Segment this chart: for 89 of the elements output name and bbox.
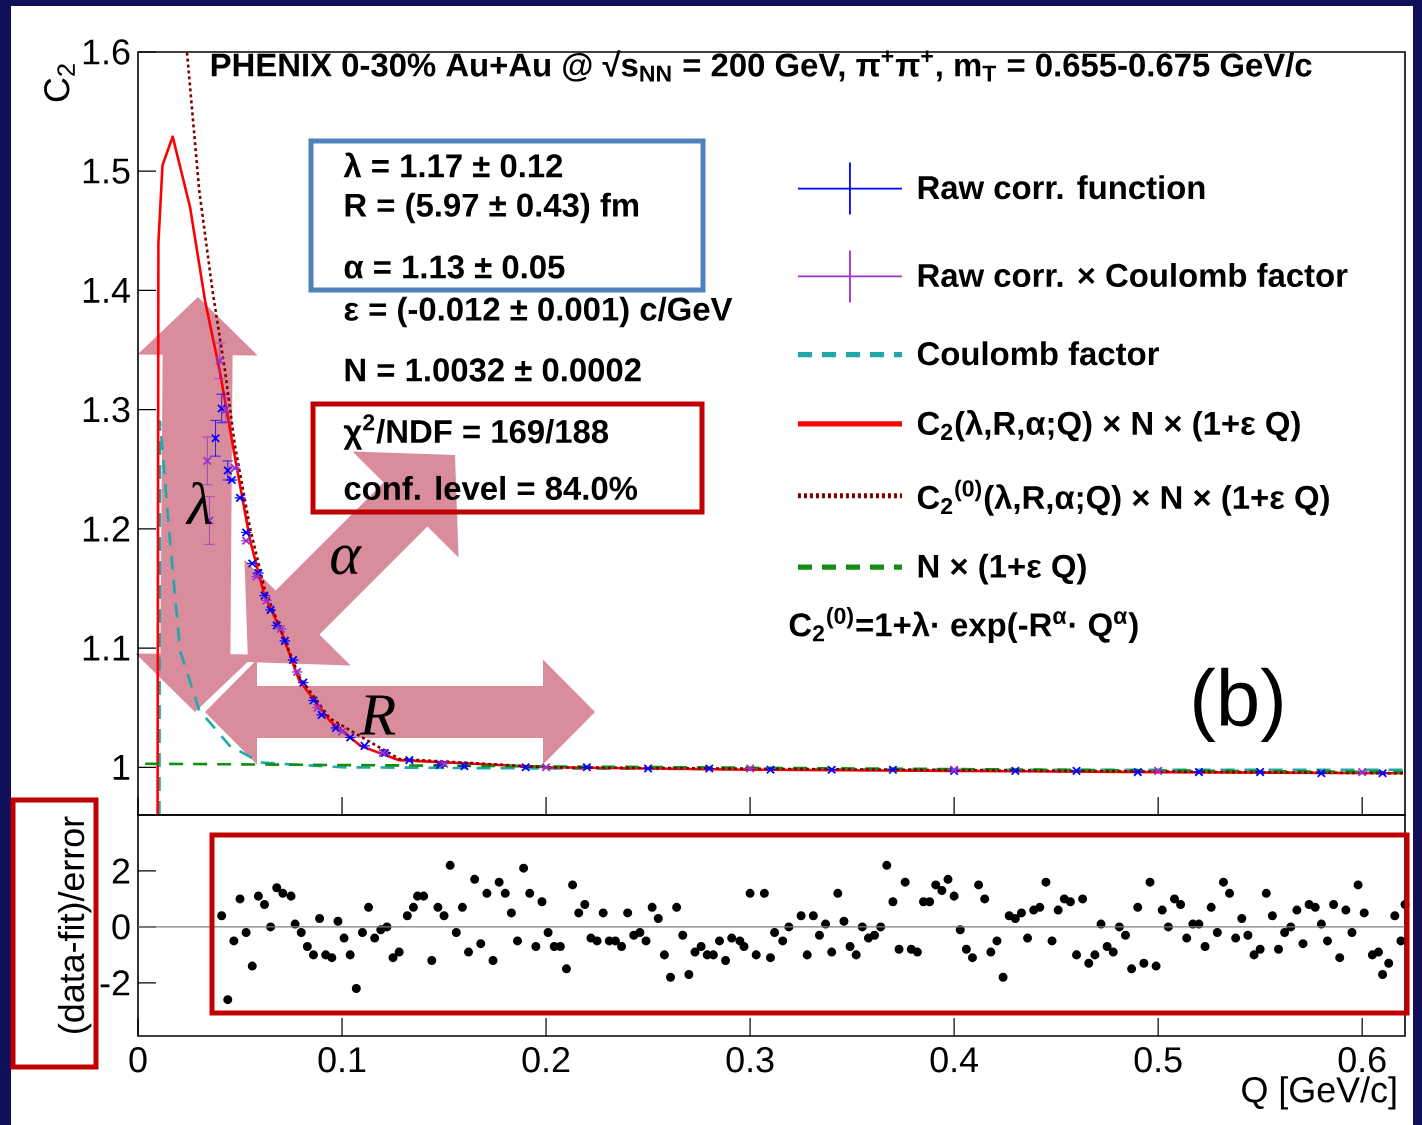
- point: [359, 741, 370, 751]
- x-axis-title: Q [GeV/c]: [1242, 1076, 1396, 1110]
- y-tick-label: 1.2: [83, 516, 130, 542]
- point: [337, 726, 347, 737]
- point: [1378, 768, 1388, 778]
- x-tick-label: 0.5: [1134, 1047, 1182, 1073]
- y-tick-label: 1: [113, 754, 130, 780]
- point: [308, 695, 319, 706]
- point: [888, 765, 898, 775]
- point: [221, 405, 231, 415]
- y-tick-label: -2: [100, 970, 130, 996]
- point: [215, 356, 225, 366]
- point: [292, 667, 302, 677]
- annotation: ε = (-0.012 ± 0.001) c/GeV: [344, 296, 733, 328]
- point: [280, 636, 290, 646]
- legend-label: Coulomb factor: [917, 341, 1159, 366]
- annotation: R: [359, 695, 396, 735]
- chart-title: PHENIX 0-30% Au+Au @ √s$_{NN}$ = 200 GeV, π$^{+}$π$^{+}$, m$_{T}$ = 0.655-0.675 GeV/c: [211, 50, 1312, 82]
- y-tick-label: 1.5: [83, 158, 130, 184]
- point: [331, 723, 341, 733]
- annotation: α = 1.13 ± 0.05: [344, 255, 565, 279]
- legend-label: Raw corr. function: [918, 175, 1205, 200]
- y-tick-label: 2: [112, 858, 130, 884]
- x-tick-label: 0.1: [318, 1047, 366, 1073]
- point: [241, 536, 251, 546]
- point: [1133, 767, 1143, 777]
- point: [276, 624, 286, 634]
- point: [266, 605, 276, 615]
- x-tick-label: 0: [129, 1047, 147, 1073]
- y-tick-label: 1.3: [83, 396, 130, 423]
- point: [745, 763, 755, 774]
- point: [261, 595, 272, 605]
- x-tick-label: 0.2: [522, 1047, 570, 1073]
- x-tick-label: 0.4: [930, 1047, 978, 1073]
- legend-label: Raw corr. × Coulomb factor: [918, 262, 1348, 288]
- y-axis-title: (data-fit)/error: [57, 816, 92, 1033]
- y-axis-title: C$_{2}$: [44, 64, 75, 102]
- point: [312, 703, 323, 713]
- point: [582, 762, 592, 772]
- point: [251, 571, 261, 582]
- annotation: χ$^{2}$/NDF = 169/188: [343, 414, 609, 450]
- point: [1255, 767, 1265, 777]
- point: [235, 493, 245, 503]
- annotation: α: [331, 545, 362, 575]
- point: [1071, 766, 1082, 776]
- point: [345, 732, 355, 743]
- annotation: R = (5.97 ± 0.43) fm: [345, 192, 639, 224]
- legend-label: C$_{2}$(λ,R,α;Q) × N × (1+ε Q): [917, 410, 1300, 442]
- point: [1153, 766, 1163, 776]
- y-tick-label: 1.1: [83, 635, 130, 661]
- x-tick-label: 0.3: [726, 1047, 774, 1073]
- point: [521, 762, 531, 772]
- x-tick-label: 0.6: [1338, 1047, 1386, 1073]
- point: [247, 558, 257, 569]
- point: [1316, 768, 1326, 778]
- annotation: N = 1.0032 ± 0.0002: [345, 358, 641, 382]
- point: [404, 755, 414, 765]
- point: [439, 759, 449, 769]
- annotation: conf. level = 84.0%: [344, 475, 638, 501]
- point: [1010, 766, 1020, 776]
- point: [288, 655, 298, 665]
- y-tick-label: 1.6: [83, 39, 130, 65]
- legend-label: C$_{2}$$^{(0)}$(λ,R,α;Q) × N × (1+ε Q): [917, 479, 1329, 516]
- point: [827, 765, 837, 775]
- point: [223, 465, 233, 476]
- point: [241, 527, 251, 538]
- annotation: C$_{2}$$^{(0)}$=1+λ· exp(-R$^{α}$· Q$^{α}$): [789, 607, 1138, 643]
- point: [259, 591, 270, 601]
- point: [765, 765, 776, 775]
- point: [643, 763, 653, 774]
- point: [202, 456, 212, 466]
- point: [435, 760, 445, 770]
- point: [317, 710, 327, 720]
- point: [1357, 767, 1367, 777]
- point: [210, 433, 221, 443]
- annotation: λ = 1.17 ± 0.12: [343, 152, 563, 178]
- annotation: λ: [185, 481, 212, 525]
- point: [272, 620, 282, 631]
- point: [541, 762, 551, 772]
- point: [298, 678, 308, 688]
- point: [459, 761, 470, 771]
- legend-label: N × (1+ε Q): [918, 553, 1086, 585]
- point: [253, 568, 263, 578]
- y-tick-label: 0: [112, 914, 130, 940]
- point: [1194, 767, 1204, 777]
- point: [704, 763, 714, 774]
- annotation: (b): [1194, 667, 1282, 743]
- point: [217, 403, 227, 414]
- y-tick-label: 1.4: [83, 278, 130, 303]
